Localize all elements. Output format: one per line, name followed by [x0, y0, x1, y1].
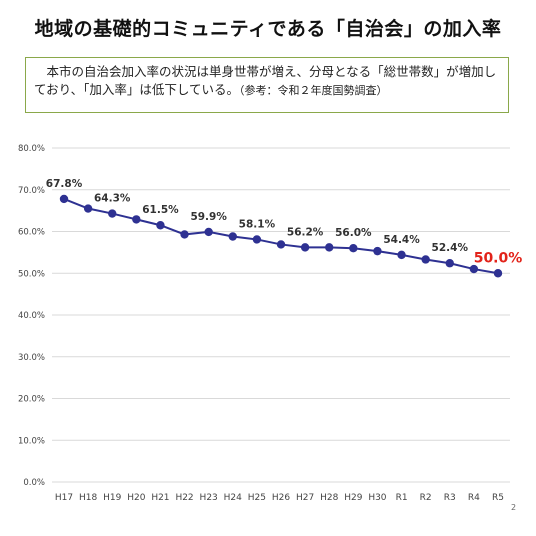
y-tick-label: 40.0%	[18, 311, 45, 321]
summary-note-text: 本市の自治会加入率の状況は単身世帯が増え、分母となる「総世帯数」が増加しており、…	[34, 64, 497, 97]
y-tick-label: 20.0%	[18, 395, 45, 405]
series-line	[63, 198, 499, 275]
x-tick-label: H26	[272, 493, 290, 503]
data-label: 59.9%	[190, 211, 227, 223]
data-point	[83, 204, 93, 213]
y-tick-label: 0.0%	[23, 478, 45, 488]
data-label: 56.0%	[335, 227, 372, 239]
data-point	[421, 255, 430, 264]
data-point	[132, 215, 141, 224]
summary-note: 本市の自治会加入率の状況は単身世帯が増え、分母となる「総世帯数」が増加しており、…	[25, 57, 509, 113]
x-tick-label: H20	[127, 493, 145, 503]
y-tick-label: 80.0%	[18, 144, 45, 154]
x-tick-label: H19	[103, 493, 121, 503]
page-number: 2	[511, 503, 517, 512]
x-tick-label: H27	[296, 493, 314, 503]
x-tick-label: H30	[368, 493, 386, 503]
y-tick-label: 60.0%	[18, 228, 45, 238]
x-tick-label: H25	[248, 493, 266, 503]
data-point	[276, 240, 286, 249]
data-point	[373, 246, 382, 256]
data-point	[493, 269, 503, 278]
data-point	[180, 230, 189, 239]
y-tick-label: 30.0%	[18, 353, 45, 363]
data-point	[325, 243, 334, 252]
data-label: 52.4%	[432, 242, 469, 254]
data-point	[156, 221, 165, 230]
data-label: 56.2%	[287, 226, 324, 238]
data-label: 54.4%	[383, 234, 420, 246]
data-point	[349, 244, 358, 253]
summary-note-reference: （参考：令和２年度国勢調査）	[239, 84, 388, 97]
x-tick-label: H28	[320, 493, 338, 503]
data-point	[397, 250, 406, 260]
data-label: 67.8%	[46, 178, 83, 190]
data-point	[228, 232, 237, 241]
x-tick-label: R3	[444, 493, 456, 503]
data-label: 58.1%	[239, 218, 276, 230]
data-label: 61.5%	[142, 204, 179, 216]
data-point	[59, 194, 69, 204]
y-tick-label: 10.0%	[18, 436, 45, 446]
data-label: 64.3%	[94, 193, 131, 205]
data-point	[300, 243, 310, 252]
x-tick-label: R5	[492, 493, 504, 503]
x-tick-label: H21	[151, 493, 169, 503]
data-point	[204, 227, 213, 237]
x-tick-label: H22	[175, 493, 193, 503]
page-title: 地域の基礎的コミュニティである「自治会」の加入率	[34, 18, 502, 40]
x-tick-label: R1	[396, 493, 408, 503]
data-point	[252, 235, 262, 244]
data-point	[469, 264, 479, 274]
x-tick-label: H17	[55, 493, 73, 503]
x-tick-label: H29	[344, 493, 362, 503]
x-tick-label: R4	[468, 493, 480, 503]
y-tick-label: 70.0%	[18, 186, 45, 196]
x-tick-label: H23	[200, 493, 218, 503]
x-tick-label: H24	[224, 493, 242, 503]
data-point	[108, 209, 117, 218]
data-point	[445, 259, 454, 268]
x-tick-label: R2	[420, 493, 432, 503]
data-label-highlight: 50.0%	[474, 250, 523, 266]
x-tick-label: H18	[79, 493, 97, 503]
y-tick-label: 50.0%	[18, 269, 45, 279]
